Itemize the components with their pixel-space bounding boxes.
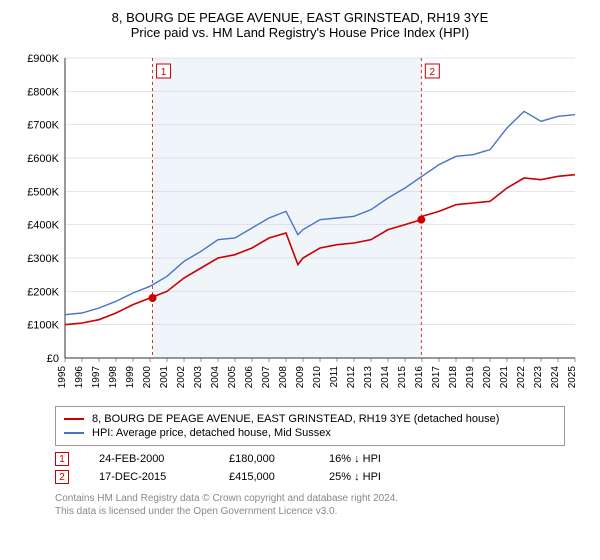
svg-text:2020: 2020: [482, 366, 493, 389]
legend-label: 8, BOURG DE PEAGE AVENUE, EAST GRINSTEAD…: [92, 413, 499, 425]
svg-text:1996: 1996: [74, 366, 85, 389]
svg-text:2010: 2010: [312, 366, 323, 389]
svg-text:2016: 2016: [414, 366, 425, 389]
svg-text:2008: 2008: [278, 366, 289, 389]
svg-text:2006: 2006: [244, 366, 255, 389]
svg-text:2025: 2025: [567, 366, 578, 389]
title-block: 8, BOURG DE PEAGE AVENUE, EAST GRINSTEAD…: [15, 10, 585, 40]
data-points-table: 1 24-FEB-2000 £180,000 16% ↓ HPI 2 17-DE…: [55, 452, 565, 484]
chart-title: 8, BOURG DE PEAGE AVENUE, EAST GRINSTEAD…: [15, 10, 585, 25]
legend-box: 8, BOURG DE PEAGE AVENUE, EAST GRINSTEAD…: [55, 406, 565, 446]
svg-text:2023: 2023: [533, 366, 544, 389]
data-point-price: £180,000: [229, 453, 299, 465]
svg-text:1997: 1997: [91, 366, 102, 389]
data-point-date: 24-FEB-2000: [99, 453, 199, 465]
svg-text:£400K: £400K: [27, 220, 59, 232]
data-point-date: 17-DEC-2015: [99, 471, 199, 483]
svg-text:1998: 1998: [108, 366, 119, 389]
svg-text:1999: 1999: [125, 366, 136, 389]
line-chart-svg: £0 £100K £200K £300K £400K £500K £600K £700K £80…: [15, 48, 585, 398]
svg-text:2001: 2001: [159, 366, 170, 389]
svg-text:2: 2: [430, 67, 436, 78]
svg-text:2005: 2005: [227, 366, 238, 389]
svg-text:2021: 2021: [499, 366, 510, 389]
svg-text:2018: 2018: [448, 366, 459, 389]
svg-text:2004: 2004: [210, 366, 221, 389]
attribution-footer: Contains HM Land Registry data © Crown c…: [55, 492, 565, 518]
svg-text:£500K: £500K: [27, 186, 59, 198]
svg-text:1: 1: [161, 67, 167, 78]
svg-text:£100K: £100K: [27, 320, 59, 332]
data-point-pct: 16% ↓ HPI: [329, 453, 429, 465]
marker-badge: 2: [55, 470, 69, 484]
chart-subtitle: Price paid vs. HM Land Registry's House …: [15, 25, 585, 40]
svg-text:2000: 2000: [142, 366, 153, 389]
svg-text:£600K: £600K: [27, 153, 59, 165]
svg-text:2019: 2019: [465, 366, 476, 389]
footer-line: Contains HM Land Registry data © Crown c…: [55, 492, 565, 505]
svg-text:2014: 2014: [380, 366, 391, 389]
svg-text:2009: 2009: [295, 366, 306, 389]
legend-swatch: [64, 418, 84, 420]
svg-text:£800K: £800K: [27, 86, 59, 98]
svg-text:2011: 2011: [329, 366, 340, 388]
svg-text:2012: 2012: [346, 366, 357, 389]
legend-swatch: [64, 432, 84, 434]
svg-text:2017: 2017: [431, 366, 442, 389]
svg-text:2002: 2002: [176, 366, 187, 389]
data-point-row: 2 17-DEC-2015 £415,000 25% ↓ HPI: [55, 470, 565, 484]
data-point-row: 1 24-FEB-2000 £180,000 16% ↓ HPI: [55, 452, 565, 466]
svg-text:2003: 2003: [193, 366, 204, 389]
legend-label: HPI: Average price, detached house, Mid …: [92, 427, 331, 439]
svg-text:2013: 2013: [363, 366, 374, 389]
svg-text:£200K: £200K: [27, 286, 59, 298]
data-point-price: £415,000: [229, 471, 299, 483]
legend-item: 8, BOURG DE PEAGE AVENUE, EAST GRINSTEAD…: [64, 413, 556, 425]
footer-line: This data is licensed under the Open Gov…: [55, 505, 565, 518]
svg-text:£0: £0: [47, 353, 59, 365]
svg-text:2007: 2007: [261, 366, 272, 389]
svg-text:£700K: £700K: [27, 120, 59, 132]
svg-text:2015: 2015: [397, 366, 408, 389]
chart-area: £0 £100K £200K £300K £400K £500K £600K £700K £80…: [15, 48, 585, 398]
svg-text:1995: 1995: [57, 366, 68, 389]
svg-text:2024: 2024: [550, 366, 561, 389]
legend-item: HPI: Average price, detached house, Mid …: [64, 427, 556, 439]
data-point-pct: 25% ↓ HPI: [329, 471, 429, 483]
marker-badge: 1: [55, 452, 69, 466]
svg-text:£300K: £300K: [27, 253, 59, 265]
svg-text:2022: 2022: [516, 366, 527, 389]
chart-container: 8, BOURG DE PEAGE AVENUE, EAST GRINSTEAD…: [0, 0, 600, 560]
svg-text:£900K: £900K: [27, 53, 59, 65]
